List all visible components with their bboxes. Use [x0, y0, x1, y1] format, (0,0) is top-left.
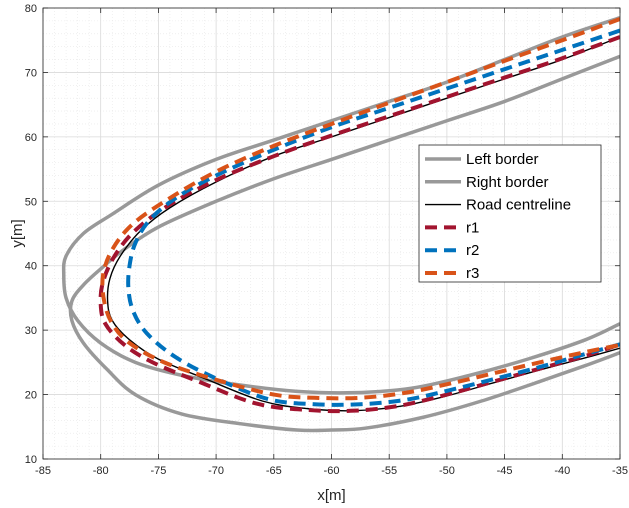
x-tick-label: -70 [208, 465, 224, 477]
x-tick-label: -50 [439, 465, 455, 477]
legend-label-r1: r1 [466, 219, 479, 236]
x-tick-label: -60 [324, 465, 340, 477]
y-tick-label: 50 [25, 196, 37, 208]
legend: Left border Right border Road centreline r1… [418, 144, 602, 283]
y-tick-label: 80 [25, 3, 37, 15]
y-tick-label: 40 [25, 261, 37, 273]
x-tick-label: -40 [554, 465, 570, 477]
series-left-border-line [68, 54, 620, 433]
y-tick-label: 30 [25, 325, 37, 337]
legend-label-r3: r3 [466, 265, 479, 282]
series-r3-line [100, 17, 620, 401]
x-tick-label: -55 [381, 465, 397, 477]
x-axis-label: x[m] [317, 487, 345, 504]
x-tick-label: -85 [35, 465, 51, 477]
y-tick-label: 70 [25, 67, 37, 79]
x-tick-label: -75 [150, 465, 166, 477]
x-tick-label: -35 [612, 465, 628, 477]
legend-label-road-centreline: Road centreline [466, 197, 571, 214]
series-layer [61, 16, 620, 433]
series-r1-line [98, 35, 620, 414]
x-tick-label: -45 [497, 465, 513, 477]
legend-label-right-border: Right border [466, 174, 549, 191]
series-r2-line [126, 28, 620, 407]
legend-label-left-border: Left border [466, 151, 539, 168]
legend-box [418, 144, 602, 283]
y-tick-label: 20 [25, 390, 37, 402]
y-axis-label: y[m] [9, 219, 26, 247]
legend-label-r2: r2 [466, 242, 479, 259]
y-tick-label: 60 [25, 132, 37, 144]
ticks: -85 -80 -75 -70 -65 -60 -55 -50 -45 -40 -35 10 20 30 4… [25, 3, 628, 477]
y-tick-label: 10 [25, 454, 37, 466]
x-tick-label: -80 [93, 465, 109, 477]
x-tick-label: -65 [266, 465, 282, 477]
